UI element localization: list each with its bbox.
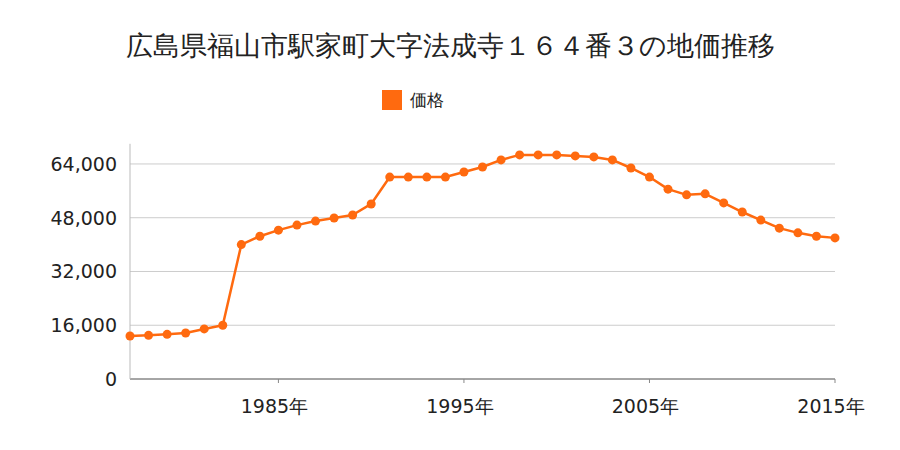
point [255,232,264,241]
point [385,173,394,182]
point [404,173,413,182]
point [348,211,357,220]
x-tick [278,379,279,383]
grid-line [130,217,835,218]
point [144,331,153,340]
point [534,150,543,159]
point [497,155,506,164]
x-tick-label: 1995年 [426,395,493,417]
point [775,224,784,233]
x-tick [649,379,650,383]
point [701,189,710,198]
x-tick [835,379,836,383]
chart: 広島県福山市駅家町大字法成寺１６４番３の地価推移価格 0 16,000 32,000 4… [0,0,900,450]
x-axis [130,379,835,380]
x-tick-label: 1985年 [241,395,308,417]
point [478,162,487,171]
point [218,321,227,330]
point [367,199,376,208]
point [311,217,320,226]
y-tick-label: 0 [105,368,117,390]
grid-line [130,379,835,380]
y-tick-label: 16,000 [51,314,117,336]
point [571,151,580,160]
legend-swatch [382,90,402,110]
point [330,214,339,223]
point [719,198,728,207]
point [552,150,561,159]
point [664,185,673,194]
x-tick-label: 2015年 [797,395,864,417]
legend-label: 価格 [410,90,444,110]
point [793,228,802,237]
x-tick [463,379,464,383]
point [682,190,691,199]
title: 広島県福山市駅家町大字法成寺１６４番３の地価推移 [126,30,775,61]
point [812,232,821,241]
point [831,233,840,242]
point [459,168,468,177]
point [441,173,450,182]
grid-line [130,325,835,326]
y-tick-label: 32,000 [51,260,117,282]
point [515,150,524,159]
point [181,328,190,337]
y-tick-label: 48,000 [51,207,117,229]
point [608,155,617,164]
point [756,216,765,225]
x-tick-label: 2005年 [612,395,679,417]
plot-area [126,150,840,340]
series-line [130,155,835,336]
y-tick-label: 64,000 [51,153,117,175]
y-axis [130,144,131,379]
point [200,324,209,333]
point [126,331,135,340]
point [274,226,283,235]
point [626,163,635,172]
point [645,173,654,182]
point [163,330,172,339]
point [589,152,598,161]
point [292,221,301,230]
point [237,240,246,249]
point [738,208,747,217]
point [422,173,431,182]
